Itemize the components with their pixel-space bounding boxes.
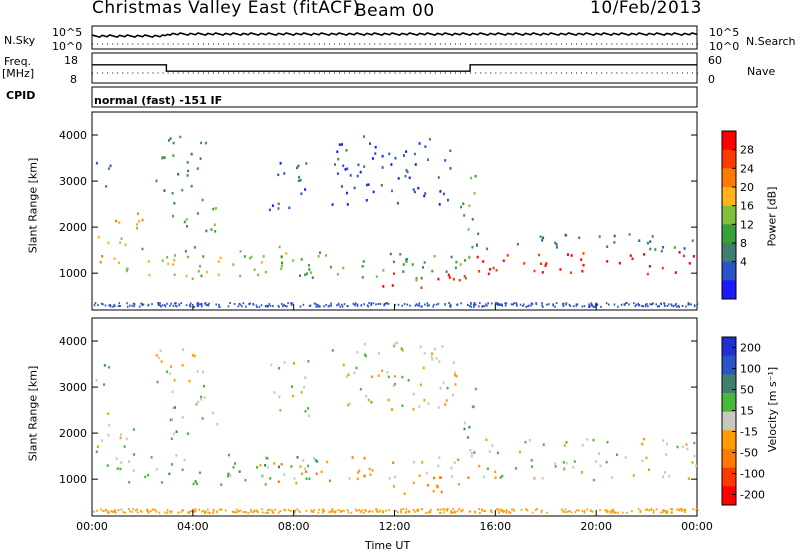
freq-unit-label: [MHz] [2, 67, 35, 80]
freq-tick-bottom: 8 [70, 73, 77, 86]
x-tick-label: 00:00 [76, 520, 108, 533]
velocity-colorbar-segment [722, 355, 736, 375]
power-ytick-label: 2000 [59, 221, 87, 234]
power-colorbar-segment [722, 149, 736, 169]
nave-tick-bottom: 0 [708, 73, 715, 86]
power-colorbar-segment [722, 224, 736, 244]
noise-right-tick-bottom: 10^0 [709, 40, 740, 53]
velocity-ytick-label: 2000 [59, 427, 87, 440]
power-ytick-label: 3000 [59, 175, 87, 188]
beam-label: Beam 00 [355, 1, 435, 21]
velocity-colorbar-segment [722, 374, 736, 394]
noise-sky-line [91, 32, 698, 38]
power-colorbar-tick-label: 8 [740, 237, 747, 250]
velocity-ytick-label: 3000 [59, 381, 87, 394]
noise-left-tick-top: 10^5 [52, 26, 83, 39]
velocity-colorbar-segment [722, 430, 736, 450]
power-colorbar-segment [722, 187, 736, 207]
power-colorbar-segment [722, 280, 736, 300]
velocity-colorbar-segment [722, 411, 736, 431]
power-colorbar-tick-label: 12 [740, 218, 754, 231]
power-colorbar-tick-label: 28 [740, 144, 754, 157]
x-tick-label: 12:00 [379, 520, 411, 533]
freq-line [92, 64, 697, 72]
velocity-colorbar-segment [722, 486, 736, 506]
power-ytick-label: 1000 [59, 267, 87, 280]
velocity-colorbar-frame [721, 336, 737, 506]
power-heatmap-cells [93, 135, 699, 308]
velocity-heatmap-cells [93, 341, 699, 514]
cpid-label: CPID [6, 89, 36, 102]
plot-title: Christmas Valley East (fitACF) [92, 0, 360, 18]
x-tick-label: 08:00 [278, 520, 310, 533]
noise-left-tick-bottom: 10^0 [52, 40, 83, 53]
velocity-colorbar-tick-label: 100 [740, 363, 761, 376]
power-colorbar-tick-label: 16 [740, 200, 754, 213]
x-tick-label: 16:00 [479, 520, 511, 533]
freq-tick-top: 18 [64, 54, 78, 67]
x-tick-label: 04:00 [177, 520, 209, 533]
nave-label: Nave [747, 65, 776, 78]
power-colorbar-tick-label: 20 [740, 181, 754, 194]
power-panel-frame [91, 111, 698, 311]
noise-panel-frame [91, 25, 698, 50]
cpid-value: normal (fast) -151 IF [94, 94, 223, 107]
power-colorbar-tick-label: 4 [740, 256, 747, 269]
power-colorbar-segment [722, 131, 736, 151]
velocity-colorbar-tick-label: 200 [740, 342, 761, 355]
power-colorbar-segment [722, 261, 736, 281]
power-colorbar-segment [722, 243, 736, 263]
x-axis-label: Time UT [365, 539, 411, 552]
velocity-colorbar-segment [722, 467, 736, 487]
noise-left-label: N.Sky [4, 34, 36, 47]
velocity-colorbar-tick-label: -15 [740, 426, 758, 439]
power-colorbar-segment [722, 168, 736, 188]
noise-right-label: N.Search [746, 35, 796, 48]
velocity-colorbar-tick-label: -50 [740, 447, 758, 460]
freq-left-label: Freq. [4, 55, 32, 68]
velocity-colorbar-tick-label: -100 [740, 468, 765, 481]
velocity-colorbar-segment [722, 393, 736, 413]
power-colorbar-frame [721, 130, 737, 300]
velocity-ytick-label: 1000 [59, 473, 87, 486]
velocity-colorbar-segment [722, 337, 736, 357]
freq-panel-frame [91, 52, 698, 84]
velocity-colorbar-segment [722, 449, 736, 469]
x-tick-label: 00:00 [681, 520, 713, 533]
noise-right-tick-top: 10^5 [709, 26, 740, 39]
velocity-colorbar-tick-label: 15 [740, 405, 754, 418]
nave-tick-top: 60 [708, 54, 722, 67]
velocity-colorbar-tick-label: 50 [740, 384, 754, 397]
power-colorbar-segment [722, 205, 736, 225]
velocity-ytick-label: 4000 [59, 335, 87, 348]
date-label: 10/Feb/2013 [590, 0, 702, 18]
x-tick-label: 20:00 [580, 520, 612, 533]
cpid-panel-frame [91, 86, 698, 108]
velocity-colorbar-tick-label: -200 [740, 489, 765, 502]
power-colorbar-tick-label: 24 [740, 162, 754, 175]
power-ytick-label: 4000 [59, 129, 87, 142]
